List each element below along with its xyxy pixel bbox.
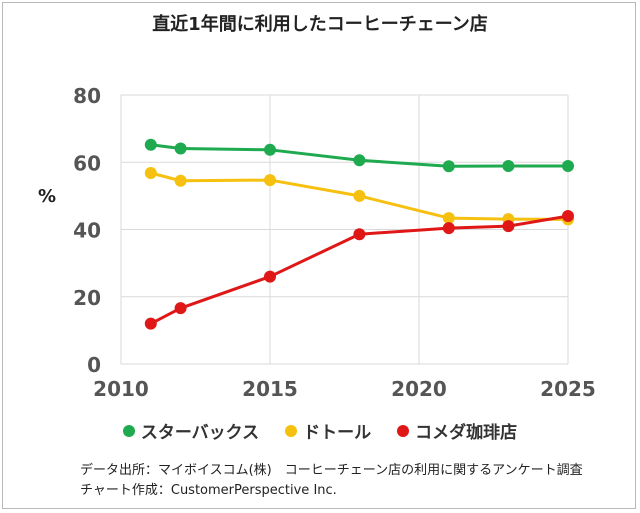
y-axis-label: %	[38, 186, 57, 207]
data-point-1-4	[442, 212, 455, 225]
data-point-2-5	[502, 220, 515, 233]
y-tick-label: 20	[73, 286, 101, 310]
data-point-0-6	[562, 159, 574, 172]
y-tick-label: 40	[73, 219, 101, 243]
series-layer	[144, 138, 574, 330]
data-point-2-4	[442, 222, 455, 235]
data-point-2-0	[144, 317, 157, 330]
source-note: データ出所：マイボイスコム(株) コーヒーチェーン店の利用に関するアンケート調査	[80, 463, 583, 478]
data-point-1-0	[144, 167, 157, 180]
x-tick-label: 2010	[93, 377, 149, 401]
y-tick-label: 60	[73, 151, 101, 175]
data-point-2-1	[174, 302, 187, 315]
data-point-0-0	[144, 138, 157, 151]
y-tick-label: 0	[87, 353, 101, 377]
data-point-0-1	[174, 142, 187, 155]
data-point-1-1	[174, 174, 187, 187]
data-point-0-2	[264, 143, 276, 156]
data-point-1-2	[264, 174, 276, 187]
credit-note: チャート作成：CustomerPerspective Inc.	[80, 483, 337, 498]
legend-item-doutor: ドトール	[285, 418, 371, 443]
x-tick-label: 2015	[242, 377, 298, 401]
data-point-2-2	[264, 270, 276, 283]
data-point-0-3	[353, 154, 366, 167]
legend-marker-doutor	[285, 424, 298, 437]
legend-marker-starbucks	[122, 424, 135, 437]
data-point-2-6	[562, 210, 574, 223]
data-point-1-3	[353, 189, 366, 202]
legend-item-starbucks: スターバックス	[122, 418, 260, 443]
legend-label-starbucks: スターバックス	[140, 423, 260, 443]
tick-label-layer: 0 20 40 60 80 2010 2015 2020 2025	[73, 84, 596, 401]
legend-item-komeda: コメダ珈琲店	[397, 418, 517, 443]
x-tick-label: 2020	[391, 377, 447, 401]
data-point-0-5	[502, 159, 515, 172]
legend-label-doutor: ドトール	[303, 423, 372, 443]
legend: スターバックス ドトール コメダ珈琲店	[0, 418, 640, 443]
footer: データ出所：マイボイスコム(株) コーヒーチェーン店の利用に関するアンケート調査…	[80, 461, 583, 501]
chart-title: 直近1年間に利用したコーヒーチェーン店	[152, 14, 488, 35]
x-tick-label: 2025	[540, 377, 596, 401]
legend-label-komeda: コメダ珈琲店	[415, 423, 518, 443]
legend-marker-komeda	[397, 424, 410, 437]
grid-layer	[120, 94, 569, 365]
data-point-2-3	[353, 228, 366, 241]
chart-frame	[2, 2, 636, 509]
y-tick-label: 80	[73, 84, 101, 108]
data-point-0-4	[442, 160, 455, 173]
